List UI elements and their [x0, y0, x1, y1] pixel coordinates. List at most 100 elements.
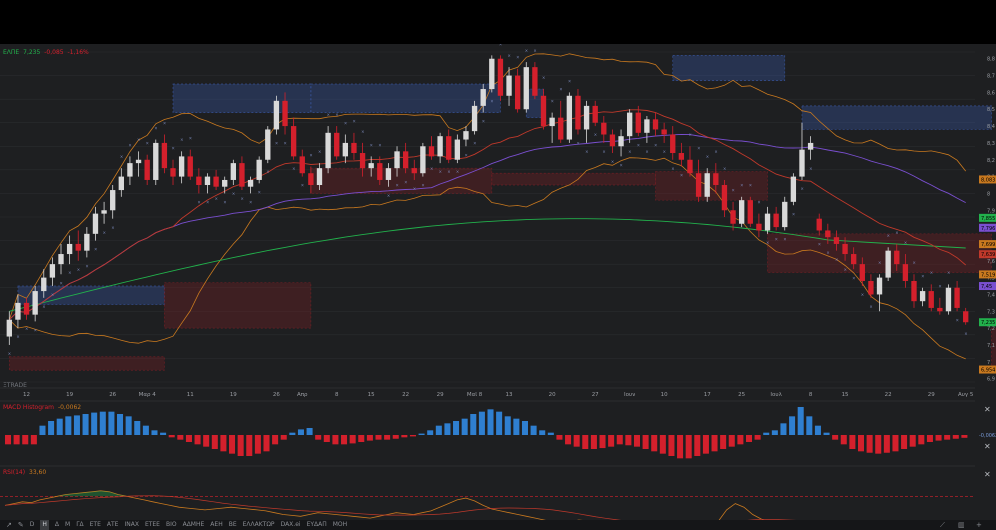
bottom-toolbar: ↗ ✎ D H Δ Μ ΓΔ ΕΤΕ ΑΤΕ ΙΝΑΧ ΕΤΕΕ ΒΙΟ ΑΔΜ… — [0, 520, 996, 530]
candle-body — [859, 264, 865, 281]
close-rsi-icon[interactable]: ✕ — [984, 470, 991, 479]
macd-bar — [5, 435, 12, 445]
candle-body — [575, 95, 581, 130]
symbol-inax[interactable]: ΙΝΑΧ — [124, 521, 139, 528]
candle-body — [110, 190, 116, 211]
macd-bar — [177, 435, 184, 440]
sar-dot: × — [335, 112, 338, 117]
symbol-admie[interactable]: ΑΔΜΗΕ — [182, 521, 205, 528]
candle-body — [919, 291, 926, 302]
candle-body — [678, 153, 685, 160]
symbol-ete[interactable]: ΕΤΕ — [89, 521, 101, 528]
zone-rect — [310, 167, 493, 194]
time-label: 29 — [437, 392, 444, 398]
macd-bar — [151, 430, 158, 435]
candle-body — [592, 105, 598, 123]
sar-dot: × — [835, 257, 838, 262]
sar-dot: × — [671, 166, 674, 171]
bar-chart-icon[interactable]: ▥ — [958, 521, 965, 529]
candle-body — [204, 176, 211, 186]
time-label: Ιουν — [624, 392, 635, 398]
candles[interactable] — [6, 55, 969, 345]
candle-body — [894, 250, 900, 265]
symbol-gd[interactable]: ΓΔ — [76, 521, 84, 528]
symbol-etee[interactable]: ΕΤΕΕ — [144, 521, 160, 528]
candle-body — [368, 163, 374, 169]
macd-bar — [883, 435, 890, 453]
macd-bar — [711, 435, 718, 452]
rsi-overbought-fill — [5, 490, 962, 497]
macd-bar — [418, 433, 425, 435]
period-delta[interactable]: Δ — [54, 521, 59, 528]
macd-bar — [556, 435, 563, 440]
price-tag-label: 7,519 — [981, 272, 995, 278]
add-icon[interactable]: + — [976, 521, 982, 529]
macd-bar — [504, 416, 511, 435]
sar-dot: × — [508, 53, 511, 58]
symbol-eydap[interactable]: ΕΥΔΑΠ — [306, 521, 327, 528]
price-tag-bg — [979, 223, 996, 232]
chart-area[interactable]: × × × × × × × × × × × × × × × × × × × × × × × × × × × × × × × × × × × × × × × ×… — [0, 41, 996, 530]
symbol-moh[interactable]: ΜΟΗ — [332, 521, 348, 528]
sar-dot: × — [146, 141, 149, 146]
candle-body — [911, 280, 917, 302]
symbol-dax[interactable]: DAX.ei — [280, 521, 301, 528]
sar-dot: × — [542, 75, 545, 80]
candle-body — [954, 287, 960, 308]
sar-dot: × — [223, 200, 226, 205]
macd-bar — [573, 435, 580, 447]
candle-body — [816, 218, 822, 231]
zone-rect — [164, 282, 312, 329]
sar-dot: × — [327, 112, 330, 117]
draw-tool-icon[interactable]: ✎ — [17, 521, 24, 529]
period-h[interactable]: H — [40, 520, 49, 530]
ma200-line — [9, 218, 966, 312]
zone-rect — [801, 105, 992, 130]
sar-dot: × — [249, 200, 252, 205]
time-label: 19 — [66, 392, 73, 398]
candle-body — [876, 277, 883, 295]
macd-bar — [117, 414, 124, 435]
symbol-aei[interactable]: ΑΕΗ — [210, 521, 223, 528]
candle-body — [187, 156, 193, 177]
sar-dot: × — [706, 154, 709, 159]
period-m[interactable]: Μ — [65, 521, 71, 528]
macd-bar — [470, 414, 477, 435]
candle-body — [885, 250, 891, 278]
macd-bar — [194, 435, 201, 445]
bollinger-upper — [8, 53, 967, 320]
candle-body — [635, 112, 641, 133]
close-macd-icon[interactable]: ✕ — [984, 405, 991, 414]
sar-dot: × — [258, 189, 261, 194]
price-tick: 8,5 — [987, 107, 995, 113]
chart-svg[interactable]: × × × × × × × × × × × × × × × × × × × × × × × × × × × × × × × × × × × × × × × ×… — [0, 41, 996, 530]
candle-body — [428, 146, 435, 157]
symbol-bio[interactable]: ΒΙΟ — [165, 521, 177, 528]
sar-dot: × — [930, 270, 933, 275]
macd-bar — [892, 435, 899, 452]
sar-dot: × — [284, 141, 287, 146]
close-panel-icon[interactable]: ✕ — [984, 442, 991, 451]
time-label: 15 — [842, 392, 849, 398]
chart-type-icon[interactable]: ⟋ — [940, 521, 945, 529]
cursor-tool-icon[interactable]: ↗ — [6, 521, 12, 529]
candle-body — [222, 179, 228, 187]
sar-dot: × — [947, 270, 950, 275]
candle-body — [670, 134, 676, 154]
symbol-be[interactable]: ΒΕ — [228, 521, 237, 528]
sar-dot: × — [878, 260, 881, 265]
candle-body — [446, 136, 452, 160]
macd-bar — [392, 435, 399, 439]
candle-body — [471, 105, 478, 132]
macd-bar — [134, 421, 141, 435]
period-d[interactable]: D — [29, 521, 35, 528]
candle-body — [945, 287, 952, 312]
symbol-ate[interactable]: ΑΤΕ — [106, 521, 119, 528]
sar-dot: × — [456, 169, 459, 174]
candle-body — [23, 302, 30, 315]
symbol-ellaktor[interactable]: ΕΛΛΑΚΤΩΡ — [242, 521, 275, 528]
candle-body — [325, 132, 331, 169]
candle-body — [385, 168, 392, 180]
rsi-panel: 33,631,6 — [0, 465, 993, 530]
macd-bar — [685, 435, 692, 459]
